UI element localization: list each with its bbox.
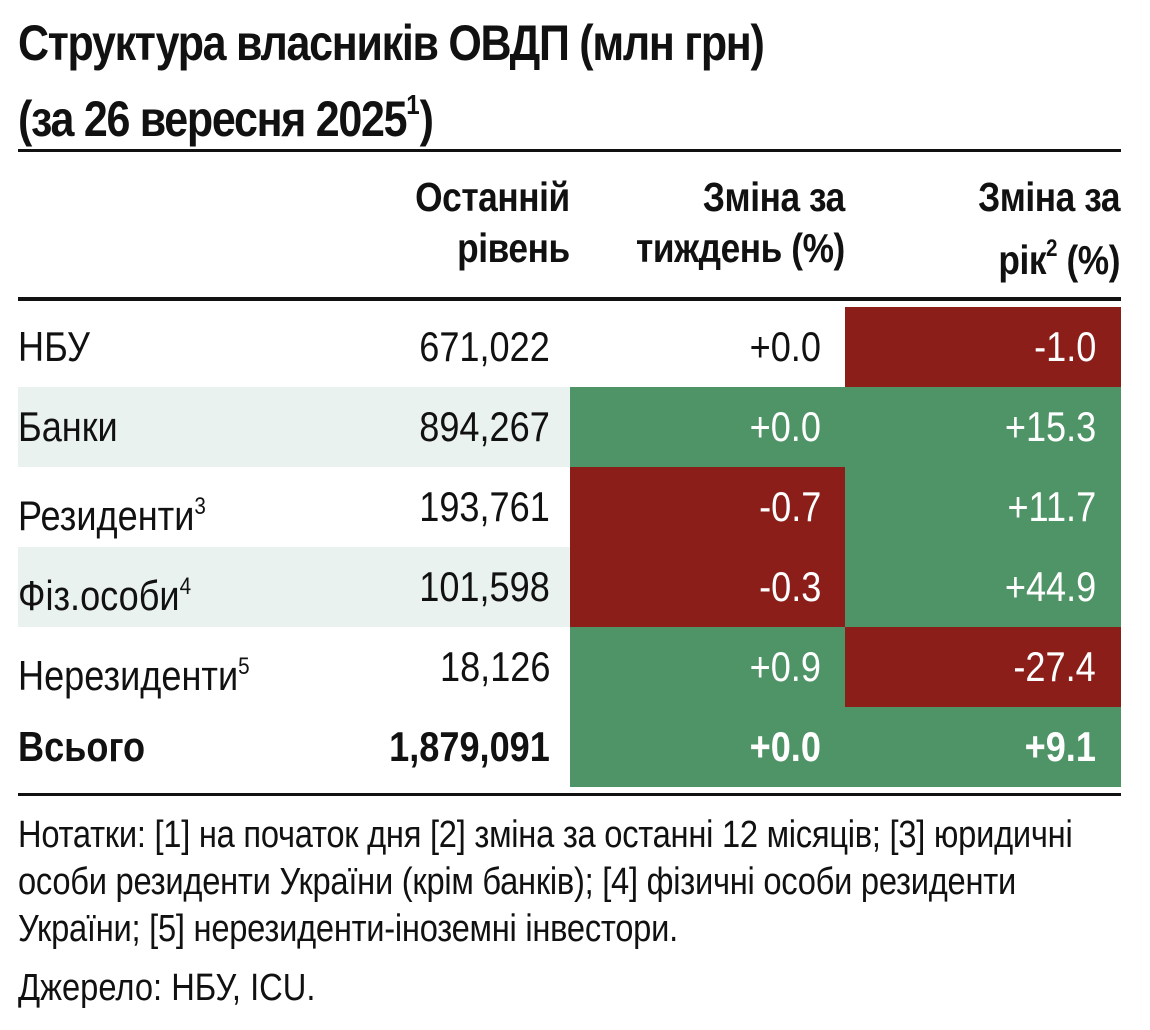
week-change-cell: -0.7 xyxy=(570,467,846,547)
table-row: -0.7 +11.7 Резиденти3 193,761 xyxy=(18,467,1121,547)
level-value: 101,598 xyxy=(419,563,550,610)
header-year-word: рік xyxy=(998,237,1047,283)
week-change-value: +0.0 xyxy=(749,403,821,450)
title-line-1: Структура власників ОВДП (млн грн) xyxy=(18,15,765,71)
year-change-value: -27.4 xyxy=(1013,643,1096,690)
header-level-line2: рівень xyxy=(457,225,570,271)
week-change-cell: +0.0 xyxy=(570,707,846,787)
week-change-value: -0.7 xyxy=(758,483,821,530)
header-level: Останній рівень xyxy=(415,172,570,274)
title-line-2: (за 26 вересня 20251) xyxy=(18,74,973,150)
level-value: 18,126 xyxy=(439,643,550,690)
footnotes: Нотатки: [1] на початок дня [2] зміна за… xyxy=(18,814,1073,950)
header-week-line1: Зміна за xyxy=(703,174,845,220)
header-level-line1: Останній xyxy=(415,174,570,220)
row-label: НБУ xyxy=(18,323,90,370)
year-change-cell: -1.0 xyxy=(845,307,1121,387)
header-year-footnote: 2 xyxy=(1046,235,1058,262)
week-change-cell: +0.0 xyxy=(570,387,846,467)
week-change-cell: -0.3 xyxy=(570,547,846,627)
top-rule xyxy=(18,149,1121,152)
header-week-line2: тиждень (%) xyxy=(636,225,845,271)
table-total-row: +0.0 +9.1 Всього 1,879,091 xyxy=(18,707,1121,787)
table-row: +0.0 +15.3 Банки 894,267 xyxy=(18,387,1121,467)
title-close: ) xyxy=(419,91,434,147)
week-change-value: +0.0 xyxy=(749,323,821,370)
year-change-value: +15.3 xyxy=(1004,403,1096,450)
week-change-value: -0.3 xyxy=(758,563,821,610)
row-label: Банки xyxy=(18,403,118,450)
year-change-cell: +44.9 xyxy=(845,547,1121,627)
header-week-change: Зміна за тиждень (%) xyxy=(636,172,845,274)
row-label: Фіз.особи4 xyxy=(18,572,192,619)
year-change-value: +9.1 xyxy=(1024,723,1096,770)
year-change-cell: +9.1 xyxy=(845,707,1121,787)
year-change-value: +11.7 xyxy=(1007,483,1096,530)
header-year-line1: Зміна за xyxy=(978,174,1120,220)
table-row: +0.9 -27.4 Нерезиденти5 18,126 xyxy=(18,627,1121,707)
title-date: (за 26 вересня 2025 xyxy=(18,91,408,147)
week-change-value: +0.0 xyxy=(749,723,821,770)
row-label: Всього xyxy=(18,723,146,770)
level-value: 1,879,091 xyxy=(389,723,550,770)
level-value: 193,761 xyxy=(419,483,550,530)
level-value: 894,267 xyxy=(419,403,550,450)
year-change-cell: +11.7 xyxy=(845,467,1121,547)
level-value: 671,022 xyxy=(419,323,550,370)
table-row: -0.3 +44.9 Фіз.особи4 101,598 xyxy=(18,547,1121,627)
row-footnote: 4 xyxy=(179,573,192,600)
header-year-unit: (%) xyxy=(1057,237,1120,283)
page-title: Структура власників ОВДП (млн грн) (за 2… xyxy=(18,12,973,150)
week-change-cell: +0.0 xyxy=(570,307,846,387)
row-footnote: 5 xyxy=(238,653,250,680)
table-row: +0.0 -1.0 НБУ 671,022 xyxy=(18,307,1121,387)
week-change-cell: +0.9 xyxy=(570,627,846,707)
source-note: Джерело: НБУ, ICU. xyxy=(18,967,316,1009)
header-rule xyxy=(18,297,1121,301)
header-year-line2: рік2 (%) xyxy=(978,223,1120,286)
year-change-value: -1.0 xyxy=(1033,323,1096,370)
year-change-cell: -27.4 xyxy=(845,627,1121,707)
row-label: Нерезиденти5 xyxy=(18,652,250,699)
year-change-value: +44.9 xyxy=(1004,563,1096,610)
year-change-cell: +15.3 xyxy=(845,387,1121,467)
row-footnote: 3 xyxy=(194,493,206,520)
week-change-value: +0.9 xyxy=(749,643,821,690)
bottom-rule xyxy=(18,793,1121,796)
header-year-change: Зміна за рік2 (%) xyxy=(978,172,1120,286)
row-label: Резиденти3 xyxy=(18,492,206,539)
title-footnote-1: 1 xyxy=(406,89,420,120)
